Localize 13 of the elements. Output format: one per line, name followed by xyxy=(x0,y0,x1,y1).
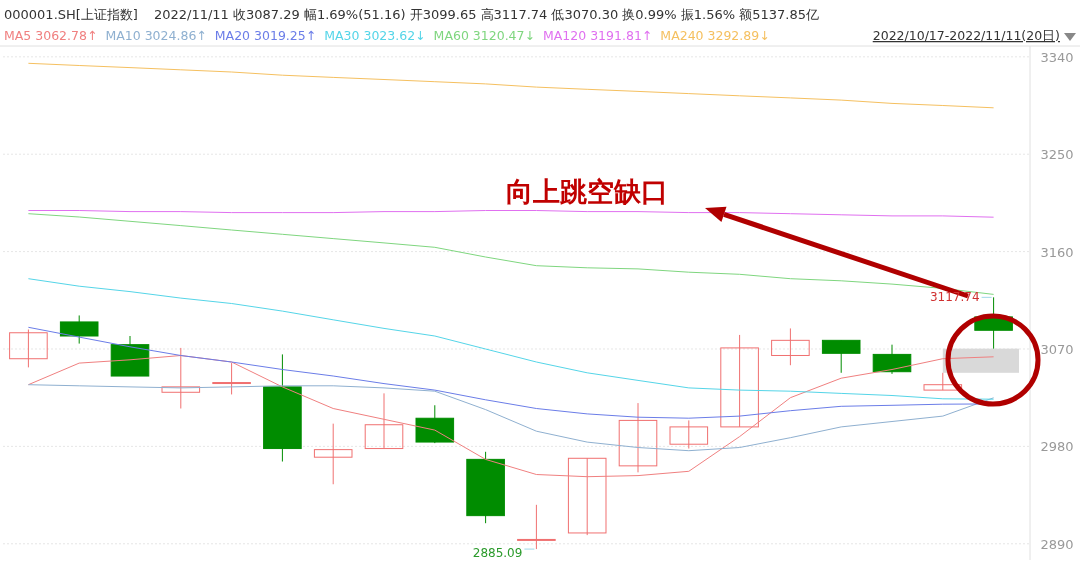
y-tick-label: 3070 xyxy=(1040,341,1074,357)
annotation: 2885.09 xyxy=(472,546,523,561)
annotation: 向上跳空缺口 xyxy=(506,175,669,207)
y-tick-label: 3250 xyxy=(1040,147,1074,163)
legend: MA5 3062.78↑ MA10 3024.86↑ MA20 3019.25↑ MA30 3023.62↓ MA60 3120.47↓ MA120 3191.81↑ MA240 3292.89↓ xyxy=(4,28,770,43)
y-tick-label: 2980 xyxy=(1040,439,1074,455)
subtitle: 2022/11/11 收3087.29 幅1.69%(51.16) 开3099.65 高3117.74 低3070.30 换0.99% 振1.56% 额5137.85亿 xyxy=(153,7,819,22)
title: 000001.SH[上证指数] xyxy=(4,7,138,22)
annotation: 2022/10/17-2022/11/11(20日) xyxy=(872,28,1060,43)
y-tick-label: 3340 xyxy=(1040,49,1074,65)
y-tick-label: 3160 xyxy=(1040,244,1074,260)
y-tick-label: 2890 xyxy=(1040,536,1074,552)
annotation: 3117.74 xyxy=(929,290,980,305)
